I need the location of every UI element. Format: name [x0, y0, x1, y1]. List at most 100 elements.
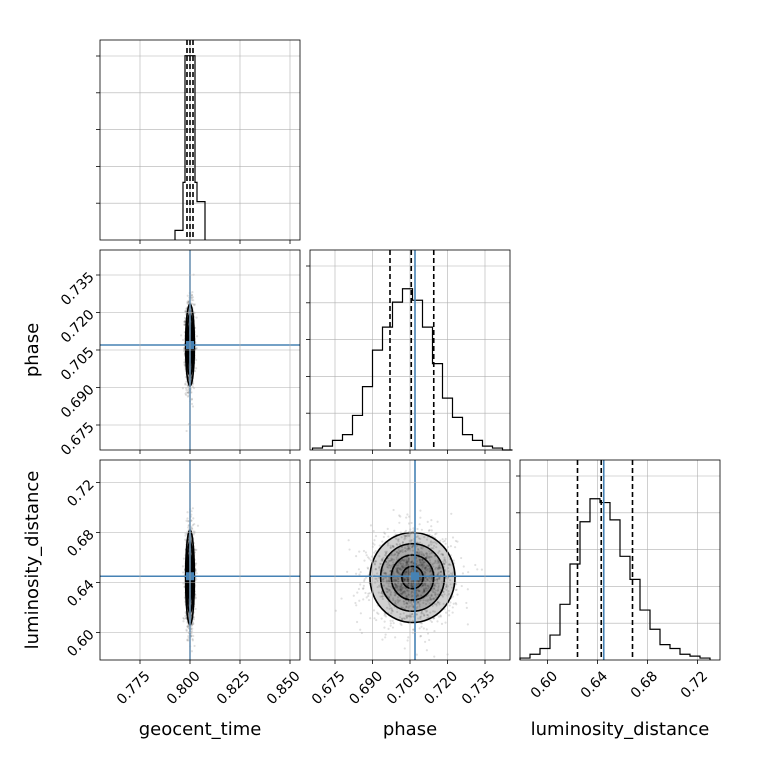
scatter-phase-vs-luminosity-distance-frame	[309, 459, 511, 661]
scatter-phase-vs-luminosity-distance-point	[437, 586, 440, 589]
scatter-phase-vs-luminosity-distance-point	[381, 558, 384, 561]
scatter-phase-vs-luminosity-distance-point	[430, 529, 433, 532]
scatter-phase-vs-luminosity-distance-point	[422, 590, 426, 593]
scatter-phase-vs-luminosity-distance-point	[417, 563, 421, 567]
scatter-geocent-time-vs-phase-point	[187, 391, 190, 394]
scatter-phase-vs-luminosity-distance-point	[431, 541, 434, 544]
scatter-phase-vs-luminosity-distance-point	[406, 560, 409, 563]
scatter-phase-vs-luminosity-distance-point	[385, 590, 388, 594]
scatter-phase-vs-luminosity-distance-point	[424, 566, 428, 569]
scatter-phase-vs-luminosity-distance-point	[404, 534, 407, 538]
scatter-phase-vs-luminosity-distance-point	[407, 593, 410, 596]
scatter-phase-vs-luminosity-distance-point	[406, 614, 410, 618]
scatter-phase-vs-luminosity-distance-point	[416, 580, 419, 583]
scatter-phase-vs-luminosity-distance-point	[391, 563, 394, 566]
scatter-phase-vs-luminosity-distance-point	[405, 570, 408, 574]
scatter-phase-vs-luminosity-distance-point	[359, 612, 362, 615]
scatter-phase-vs-luminosity-distance-point	[418, 590, 421, 593]
scatter-phase-vs-luminosity-distance-point	[372, 529, 375, 533]
scatter-phase-vs-luminosity-distance-point	[434, 593, 437, 596]
scatter-phase-vs-luminosity-distance-point	[421, 565, 424, 568]
xtick-label-phase: 0.675	[309, 668, 349, 708]
scatter-geocent-time-vs-phase-point	[195, 367, 198, 370]
scatter-phase-vs-luminosity-distance-point	[407, 557, 410, 560]
scatter-phase-vs-luminosity-distance-point	[398, 550, 402, 553]
scatter-phase-vs-luminosity-distance-point	[395, 558, 398, 561]
scatter-phase-vs-luminosity-distance-point	[441, 538, 444, 541]
scatter-phase-vs-luminosity-distance-point	[417, 601, 420, 604]
scatter-phase-vs-luminosity-distance-point	[398, 567, 402, 571]
scatter-phase-vs-luminosity-distance-point	[374, 534, 378, 538]
xtick-label-phase: 0.720	[421, 668, 461, 708]
scatter-phase-vs-luminosity-distance-point	[401, 565, 404, 568]
scatter-phase-vs-luminosity-distance-point	[416, 601, 420, 604]
scatter-phase-vs-luminosity-distance-point	[395, 542, 398, 546]
scatter-phase-vs-luminosity-distance-point	[397, 588, 401, 591]
scatter-phase-vs-luminosity-distance-point	[378, 544, 381, 547]
scatter-phase-vs-luminosity-distance-point	[419, 537, 422, 540]
scatter-phase-vs-luminosity-distance-point	[393, 582, 397, 586]
scatter-geocent-time-vs-phase-point	[191, 385, 194, 388]
x-axis-label-geocent-time: geocent_time	[139, 719, 262, 740]
scatter-phase-vs-luminosity-distance-point	[390, 564, 393, 567]
scatter-geocent-time-vs-luminosity-distance-point	[191, 639, 194, 642]
scatter-phase-vs-luminosity-distance-point	[417, 553, 421, 556]
scatter-phase-vs-luminosity-distance-point	[415, 589, 418, 592]
scatter-phase-vs-luminosity-distance-point	[393, 591, 396, 594]
scatter-phase-vs-luminosity-distance-point	[439, 614, 442, 617]
scatter-phase-vs-luminosity-distance-point	[422, 554, 426, 557]
scatter-phase-vs-luminosity-distance-point	[425, 587, 428, 590]
scatter-geocent-time-vs-luminosity-distance-point	[185, 519, 188, 522]
scatter-phase-vs-luminosity-distance-point	[417, 589, 420, 593]
scatter-geocent-time-vs-luminosity-distance-point	[191, 507, 195, 510]
scatter-phase-vs-luminosity-distance-point	[401, 566, 405, 569]
scatter-geocent-time-vs-luminosity-distance-point	[185, 628, 188, 631]
scatter-phase-vs-luminosity-distance-point	[390, 559, 393, 562]
scatter-phase-vs-luminosity-distance-point	[441, 554, 444, 557]
scatter-geocent-time-vs-luminosity-distance-point	[192, 530, 195, 533]
scatter-phase-vs-luminosity-distance-point	[405, 605, 408, 608]
scatter-phase-vs-luminosity-distance-point	[420, 550, 423, 553]
scatter-phase-vs-luminosity-distance-point	[415, 551, 418, 554]
scatter-phase-vs-luminosity-distance-point	[441, 594, 444, 597]
scatter-geocent-time-vs-phase-point	[195, 347, 198, 350]
scatter-phase-vs-luminosity-distance-point	[395, 567, 398, 570]
scatter-phase-vs-luminosity-distance-point	[443, 558, 446, 561]
scatter-phase-vs-luminosity-distance-point	[389, 592, 392, 596]
scatter-phase-vs-luminosity-distance-point	[382, 556, 385, 559]
scatter-geocent-time-vs-luminosity-distance-point	[191, 527, 194, 531]
scatter-phase-vs-luminosity-distance-point	[373, 551, 376, 554]
scatter-phase-vs-luminosity-distance-point	[433, 584, 436, 587]
scatter-phase-vs-luminosity-distance-point	[411, 561, 414, 564]
scatter-geocent-time-vs-phase-point	[190, 397, 194, 400]
ytick-label-phase: 0.690	[58, 382, 98, 422]
scatter-phase-vs-luminosity-distance-point	[401, 562, 405, 565]
scatter-phase-vs-luminosity-distance-point	[434, 592, 437, 595]
scatter-phase-vs-luminosity-distance-point	[397, 567, 400, 570]
scatter-phase-vs-luminosity-distance-point	[449, 579, 452, 582]
scatter-phase-vs-luminosity-distance-point	[435, 532, 438, 535]
scatter-phase-vs-luminosity-distance-point	[406, 577, 409, 581]
scatter-phase-vs-luminosity-distance-point	[406, 578, 409, 581]
scatter-phase-vs-luminosity-distance-point	[387, 582, 390, 585]
scatter-phase-vs-luminosity-distance-point	[427, 584, 430, 587]
scatter-phase-vs-luminosity-distance-point	[420, 625, 423, 628]
scatter-phase-vs-luminosity-distance-point	[432, 562, 435, 565]
scatter-phase-vs-luminosity-distance-point	[424, 580, 427, 583]
scatter-phase-vs-luminosity-distance-point	[428, 596, 432, 599]
scatter-phase-vs-luminosity-distance-point	[388, 588, 391, 592]
scatter-phase-vs-luminosity-distance-point	[415, 569, 419, 573]
scatter-phase-vs-luminosity-distance-point	[452, 602, 455, 605]
scatter-geocent-time-vs-luminosity-distance-point	[192, 517, 195, 520]
hist-luminosity-distance-frame	[519, 459, 721, 661]
scatter-geocent-time-vs-luminosity-distance-point	[192, 533, 195, 536]
scatter-phase-vs-luminosity-distance-point	[419, 599, 422, 602]
scatter-phase-vs-luminosity-distance-point	[415, 570, 418, 573]
scatter-phase-vs-luminosity-distance-point	[424, 577, 427, 580]
scatter-phase-vs-luminosity-distance-point	[397, 549, 400, 552]
scatter-phase-vs-luminosity-distance-point	[411, 585, 414, 588]
scatter-phase-vs-luminosity-distance-point	[417, 548, 420, 552]
scatter-phase-vs-luminosity-distance-contour-0	[401, 565, 424, 590]
scatter-phase-vs-luminosity-distance-point	[385, 573, 388, 576]
scatter-phase-vs-luminosity-distance-point	[397, 577, 400, 581]
